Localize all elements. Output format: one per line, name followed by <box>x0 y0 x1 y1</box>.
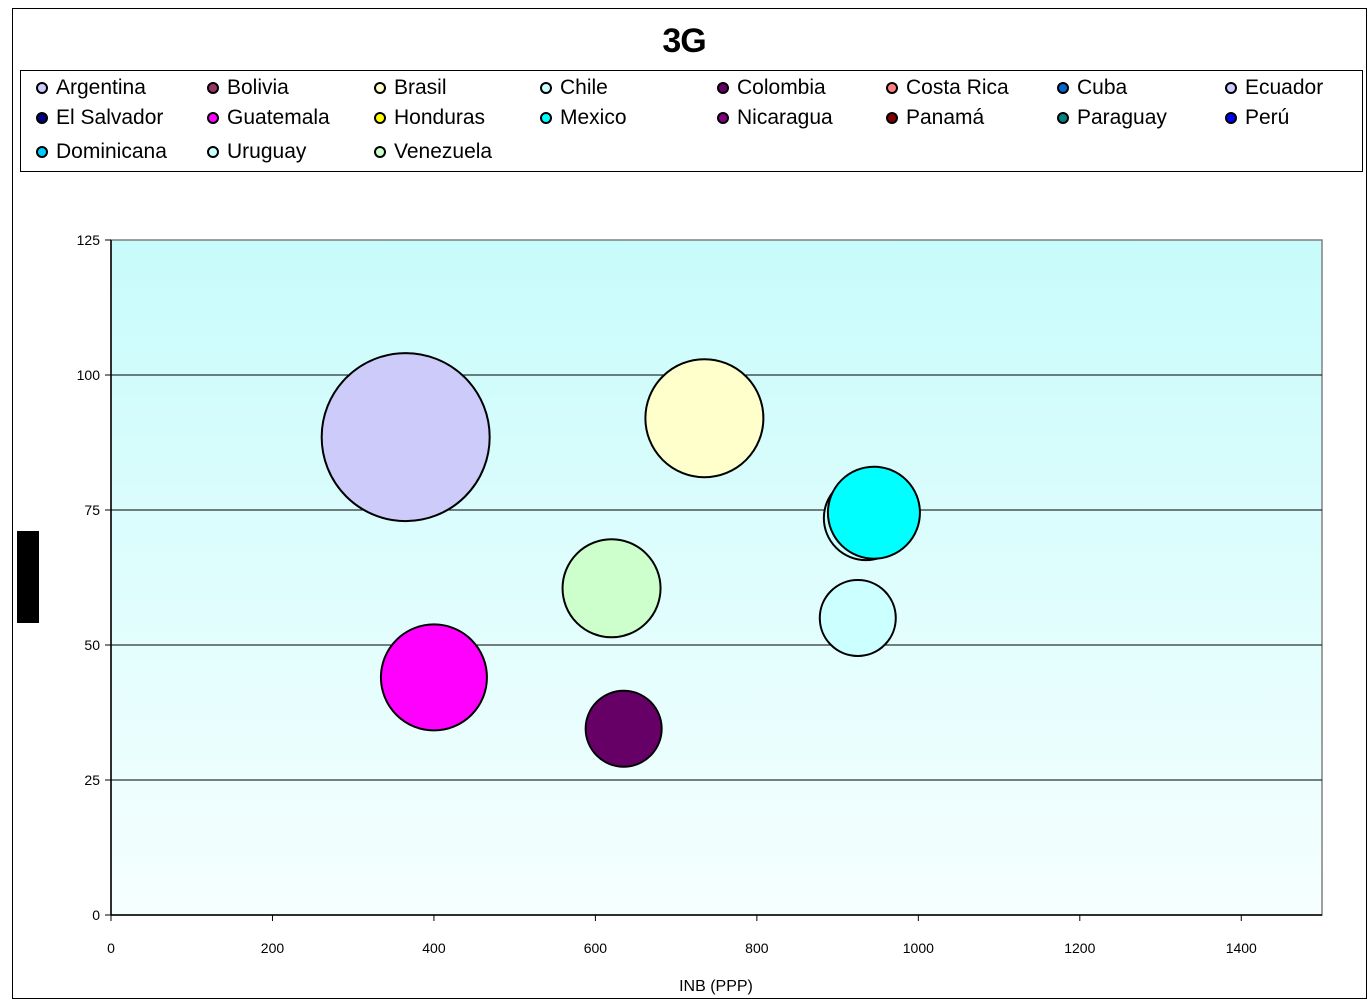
x-tick-label: 200 <box>261 940 285 956</box>
legend-item: Panamá <box>886 106 984 130</box>
legend-label: Paraguay <box>1077 106 1167 129</box>
legend-item: Bolivia <box>207 76 289 100</box>
legend-label: Bolivia <box>227 76 289 99</box>
y-tick-label: 0 <box>92 907 100 923</box>
legend-marker <box>1057 112 1069 124</box>
legend-marker <box>36 112 48 124</box>
bubble-brasil <box>644 358 765 479</box>
legend: Argentina Bolivia Brasil Chile Colombia Costa… <box>20 70 1363 172</box>
x-tick-label: 600 <box>584 940 608 956</box>
legend-item: Cuba <box>1057 76 1127 100</box>
y-tick-label: 100 <box>77 367 101 383</box>
legend-label: Perú <box>1245 106 1290 129</box>
legend-label: Honduras <box>394 106 486 129</box>
legend-item: Dominicana <box>36 140 167 164</box>
legend-item: Uruguay <box>207 140 306 164</box>
y-tick-label: 125 <box>77 232 101 248</box>
chart-frame <box>12 8 1367 999</box>
legend-item: Argentina <box>36 76 146 100</box>
plot-area <box>110 239 1323 916</box>
legend-label: Costa Rica <box>906 76 1009 99</box>
bubble-mexico <box>826 465 921 560</box>
chart-title: 3G <box>662 22 706 60</box>
x-tick-label: 1200 <box>1064 940 1095 956</box>
bubble-argentina <box>320 352 491 523</box>
legend-label: Mexico <box>560 106 627 129</box>
legend-marker <box>717 82 729 94</box>
legend-item: Mexico <box>540 106 627 130</box>
legend-label: Ecuador <box>1245 76 1324 99</box>
legend-item: Brasil <box>374 76 447 100</box>
legend-item: Honduras <box>374 106 485 130</box>
legend-item: Ecuador <box>1225 76 1323 100</box>
legend-marker <box>1225 112 1237 124</box>
legend-label: Uruguay <box>227 140 307 163</box>
x-axis-title: INB (PPP) <box>679 978 753 995</box>
x-tick-label: 1400 <box>1226 940 1257 956</box>
legend-marker <box>374 112 386 124</box>
legend-item: Colombia <box>717 76 826 100</box>
y-tick-label: 50 <box>84 637 100 653</box>
legend-marker <box>886 112 898 124</box>
y-tick-label: 25 <box>84 772 100 788</box>
legend-item: Guatemala <box>207 106 330 130</box>
legend-item: Paraguay <box>1057 106 1167 130</box>
legend-marker <box>540 112 552 124</box>
legend-label: Venezuela <box>394 140 493 163</box>
x-tick-label: 800 <box>745 940 769 956</box>
legend-marker <box>36 82 48 94</box>
legend-label: Brasil <box>394 76 447 99</box>
legend-marker <box>886 82 898 94</box>
legend-item: Venezuela <box>374 140 492 164</box>
legend-marker <box>1057 82 1069 94</box>
legend-label: Argentina <box>56 76 146 99</box>
legend-marker <box>374 82 386 94</box>
legend-marker <box>207 112 219 124</box>
x-tick-label: 1000 <box>903 940 934 956</box>
x-tick-label: 0 <box>107 940 115 956</box>
legend-label: Guatemala <box>227 106 330 129</box>
legend-marker <box>207 82 219 94</box>
legend-label: Dominicana <box>56 140 167 163</box>
legend-marker <box>1225 82 1237 94</box>
legend-item: Chile <box>540 76 608 100</box>
legend-label: Cuba <box>1077 76 1128 99</box>
legend-marker <box>36 146 48 158</box>
legend-marker <box>717 112 729 124</box>
bubble-uruguay <box>818 579 897 657</box>
legend-label: Panamá <box>906 106 985 129</box>
legend-label: Colombia <box>737 76 826 99</box>
bubble-colombia <box>584 689 663 768</box>
legend-marker <box>540 82 552 94</box>
legend-marker <box>207 146 219 158</box>
bubble-venezuela <box>561 538 662 639</box>
legend-label: Nicaragua <box>737 106 833 129</box>
legend-label: El Salvador <box>56 106 164 129</box>
y-axis-title-redacted <box>17 531 39 623</box>
legend-item: El Salvador <box>36 106 163 130</box>
legend-item: Perú <box>1225 106 1289 130</box>
legend-marker <box>374 146 386 158</box>
bubble-guatemala <box>379 623 488 732</box>
legend-item: Nicaragua <box>717 106 833 130</box>
y-tick-label: 75 <box>84 502 100 518</box>
legend-label: Chile <box>560 76 608 99</box>
x-tick-label: 400 <box>422 940 446 956</box>
legend-item: Costa Rica <box>886 76 1009 100</box>
